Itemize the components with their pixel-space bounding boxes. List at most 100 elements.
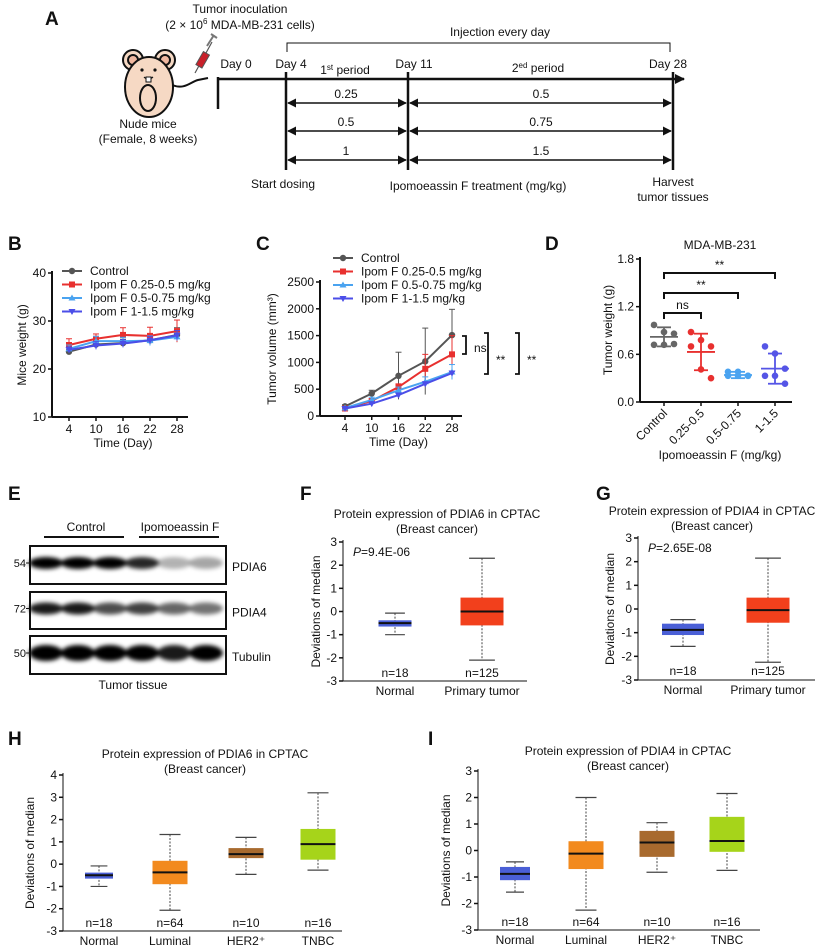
x-axis-label: Time (Day) (369, 435, 428, 449)
panel-h-box-plot: -3 -2 -1 0 1 2 3 4 Protein expression of PDIA6 i… (23, 747, 342, 946)
day-label: Day 11 (395, 57, 432, 71)
box-3 (300, 792, 336, 871)
y-tick-label: 20 (33, 362, 47, 376)
blot-group-label: Control (67, 520, 106, 534)
protein-label: Tubulin (232, 650, 271, 664)
y-axis-label: Deviations of median (309, 555, 323, 667)
blot-band (157, 645, 191, 661)
x-tick-label: 22 (143, 422, 157, 436)
box-3 (709, 792, 745, 871)
panel-i-box-plot: -3 -2 -1 0 1 2 3 Protein expression of PDIA4 in… (439, 744, 760, 946)
y-tick-label: 3 (625, 531, 632, 545)
legend-label: Ipom F 1-1.5 mg/kg (90, 305, 194, 319)
data-point (781, 380, 789, 388)
inoculation-detail: (2 × 106 MDA-MB-231 cells) (165, 17, 315, 32)
dose-label: 0.5 (533, 87, 550, 101)
panel-c-line-chart: 0 500 1000 1500 2000 2500 4 10 16 22 28 Time (Day) T… (265, 251, 537, 449)
data-point (650, 341, 658, 349)
x-tick-label: 28 (170, 422, 184, 436)
data-point (368, 401, 376, 408)
x-tick-label: Normal (664, 683, 703, 697)
data-point (707, 343, 715, 350)
blot-band (157, 557, 191, 569)
protein-label: PDIA4 (232, 606, 267, 620)
x-tick-label: Luminal (149, 934, 191, 946)
y-tick-label: -2 (46, 902, 57, 916)
blot-band (29, 645, 63, 661)
y-axis-label: Deviations of median (603, 553, 617, 665)
blot-band (157, 602, 191, 615)
data-point (173, 332, 181, 339)
data-point (421, 381, 429, 388)
blot-bands (29, 602, 223, 615)
y-tick-label: -2 (326, 651, 337, 665)
y-tick-label: -3 (46, 924, 57, 938)
panel-f-box-plot: -3 -2 -1 0 1 2 3 Protein expression of PDIA6 in… (309, 507, 541, 698)
significance-bracket (663, 272, 776, 279)
x-tick-label: 1-1.5 (752, 406, 781, 435)
blot-group-label: Ipomoeassin F (141, 520, 220, 534)
y-tick-label: 3 (465, 764, 472, 778)
group-1 (687, 328, 715, 382)
inoculation-title: Tumor inoculation (193, 2, 288, 16)
y-axis-label: Mice weight (g) (15, 304, 29, 385)
chart-title: (Breast cancer) (396, 522, 478, 536)
y-tick-label: -1 (46, 879, 57, 893)
group-0 (650, 321, 678, 349)
y-tick-label: 30 (33, 314, 47, 328)
x-tick-label: 22 (419, 421, 433, 435)
protein-label: PDIA6 (232, 560, 267, 574)
p-value: P=9.4E-06 (353, 545, 410, 559)
dose-label: 1.5 (533, 144, 550, 158)
mouse-label: Nude mice (119, 117, 177, 131)
y-tick-label: -1 (461, 870, 472, 884)
sample-size-label: n=18 (381, 666, 408, 680)
x-tick-label: 4 (66, 422, 73, 436)
legend-marker (68, 309, 76, 315)
dose-arrows (287, 98, 672, 165)
chart-title: Protein expression of PDIA4 in CPTAC (525, 744, 732, 758)
x-tick-label: 0.25-0.5 (666, 406, 707, 447)
day-label: Day 4 (275, 57, 307, 71)
y-tick-label: 1.8 (617, 252, 634, 266)
box-1 (152, 833, 188, 911)
data-point (368, 396, 376, 403)
y-tick-label: -2 (621, 649, 632, 663)
data-point (687, 343, 695, 350)
x-axis-label: Ipomoeassin F (mg/kg) (659, 448, 782, 462)
blot-caption: Tumor tissue (99, 678, 168, 692)
box-0 (378, 612, 412, 636)
x-tick-label: 16 (392, 421, 406, 435)
legend-marker (339, 254, 347, 262)
x-tick-label: Normal (376, 684, 415, 698)
data-point (119, 341, 127, 348)
data-point (341, 405, 349, 412)
y-tick-label: 2000 (287, 302, 314, 316)
series-3 (341, 370, 456, 412)
x-tick-label: HER2⁺ (638, 933, 676, 946)
panel-label-c: C (256, 234, 270, 255)
box-0 (85, 865, 113, 888)
day-label: Day 28 (649, 57, 687, 71)
y-tick-label: 1.2 (617, 300, 634, 314)
data-point (707, 374, 715, 382)
y-tick-label: 10 (33, 410, 47, 424)
y-tick-label: 2 (625, 555, 632, 569)
x-tick-label: 28 (445, 421, 459, 435)
x-tick-label: Luminal (565, 933, 607, 946)
period2-label: 2ed period (512, 61, 564, 75)
y-tick-label: 0.0 (617, 395, 634, 409)
box-2 (228, 836, 264, 875)
legend-label: Control (361, 251, 400, 265)
y-tick-label: 1 (625, 578, 632, 592)
sample-size-label: n=10 (232, 916, 259, 930)
box-2 (639, 822, 675, 873)
y-tick-label: 0 (307, 409, 314, 423)
blot-band (189, 645, 223, 661)
dose-label: 0.5 (338, 115, 355, 129)
y-tick-label: 0 (330, 605, 337, 619)
injection-bracket (286, 42, 671, 52)
panel-a-schematic: Tumor inoculation (2 × 106 MDA-MB-231 ce… (99, 2, 709, 204)
x-tick-label: 16 (116, 422, 130, 436)
